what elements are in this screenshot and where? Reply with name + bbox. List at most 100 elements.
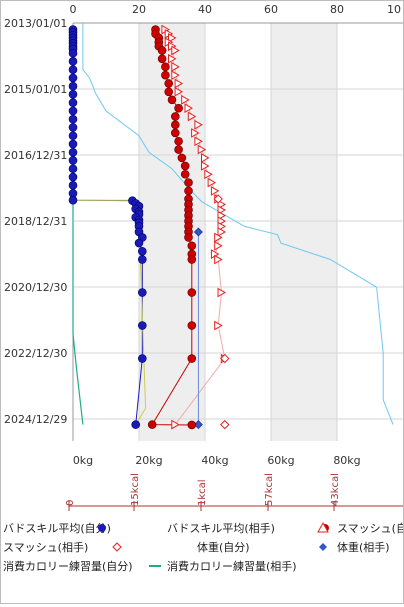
point-smash-self [184,103,194,114]
calorie-axis: 0 15kcal 1kcal 57kcal 43kcal [65,473,403,511]
point-skill-self [68,195,78,205]
point-skill-self [138,354,147,363]
legend-label: スマッシュ(自 [337,522,403,535]
point-skill-opponent [180,169,190,179]
point-skill-self [68,131,78,141]
point-skill-self [68,156,78,165]
point-skill-self [68,147,78,157]
point-skill-opponent [187,241,197,251]
point-skill-opponent [184,178,193,187]
shaded-band [271,23,337,441]
top-axis: 0 20 40 60 80 10 [70,3,402,16]
point-smash-self [171,419,180,430]
point-smash-self [214,240,223,251]
point-skill-self [68,73,78,83]
grid-lines [72,22,403,441]
calorie-tick-label: 0 [65,500,76,506]
point-skill-opponent [187,255,197,264]
legend-icon-diamond-blue [319,543,327,551]
legend-icon-circle-blue [98,524,106,532]
point-smash-self [214,232,223,243]
point-skill-opponent [147,420,157,429]
legend-icon-triangle [317,521,329,533]
point-smash-self [187,111,197,122]
point-smash-self [217,199,227,210]
point-skill-opponent [187,354,197,363]
date-tick-label: 2018/12/31 [4,215,67,228]
top-tick-label: 40 [198,3,212,16]
point-smash-self [214,320,223,331]
date-tick-label: 2020/12/30 [4,281,67,294]
point-skill-opponent [164,87,173,97]
point-smash-self [207,177,217,188]
point-smash-self [217,287,227,298]
point-skill-self [68,48,78,58]
date-tick-label: 2022/12/30 [4,347,67,360]
point-skill-opponent [161,62,170,72]
point-skill-self [134,238,144,248]
legend-label: 体重(相手) [337,540,390,554]
bottom-tick-label: 0kg [73,454,93,467]
point-skill-self [68,164,78,174]
bottom-tick-label: 40kg [201,454,228,467]
top-tick-label: 80 [330,3,344,16]
point-smash-self [171,45,180,56]
legend-label: 消費カロリー練習量(相手) [167,559,297,573]
bottom-axis: 0kg 20kg 40kg 60kg 80kg [73,454,361,467]
point-smash-self [214,254,223,265]
point-skill-self [68,57,78,66]
point-weight-opponent [193,227,203,237]
point-skill-opponent [174,103,183,113]
date-tick-label: 2024/12/29 [4,413,67,426]
point-skill-self [138,255,147,264]
series-line-line-teal [72,201,84,425]
point-skill-self [68,90,78,99]
point-skill-self [68,123,78,132]
point-skill-self [68,114,78,124]
legend-label: 体重(自分) [197,540,250,554]
point-skill-self [138,288,147,297]
point-skill-opponent [187,420,197,430]
legend-label: スマッシュ(相手) [3,540,88,554]
point-skill-opponent [157,46,167,55]
point-skill-opponent [187,288,197,297]
top-tick-label: 20 [132,3,146,16]
legend-label: バドスキル平均(自分) [3,522,111,535]
date-tick-label: 2016/12/31 [4,149,67,162]
calorie-tick-label: 43kcal [330,473,341,506]
point-skill-self [138,321,147,330]
point-skill-opponent [177,153,187,163]
legend-icon-diamond-red [112,542,122,552]
point-skill-self [138,246,147,256]
point-smash-opponent [220,353,230,364]
point-smash-self [174,78,184,89]
point-skill-self [68,65,78,74]
point-skill-opponent [187,321,197,330]
series-marks [68,24,230,430]
point-smash-self [174,86,184,97]
point-smash-self [168,53,177,64]
point-skill-opponent [174,145,183,154]
top-tick-label: 60 [264,3,278,16]
calorie-tick-label: 1kcal [197,479,208,506]
point-skill-opponent [167,95,177,105]
point-smash-self [168,33,177,43]
point-skill-opponent [171,112,180,121]
point-smash-self [201,153,210,163]
point-skill-self [68,172,78,182]
point-skill-self [68,139,78,149]
point-skill-self [68,180,78,190]
series-line-line-lightblue [82,23,394,425]
bottom-tick-label: 80kg [333,454,360,467]
series-lines [72,23,394,426]
point-skill-opponent [164,79,173,88]
point-smash-opponent [220,419,230,430]
date-tick-label: 2015/01/01 [4,83,67,96]
point-skill-self [68,81,78,91]
bottom-tick-label: 20kg [135,454,162,467]
point-skill-opponent [180,161,190,171]
series-line-line-olive [73,199,147,425]
point-skill-self [68,98,78,107]
